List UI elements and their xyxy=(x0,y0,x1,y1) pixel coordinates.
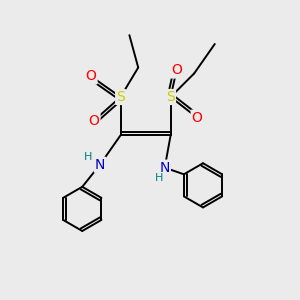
Text: N: N xyxy=(160,161,170,175)
Text: S: S xyxy=(116,90,125,104)
Text: H: H xyxy=(84,152,92,162)
Text: H: H xyxy=(154,173,163,183)
Text: N: N xyxy=(95,158,105,172)
Text: O: O xyxy=(171,64,182,77)
Text: O: O xyxy=(88,114,100,128)
Text: S: S xyxy=(166,90,175,104)
Text: O: O xyxy=(192,111,203,124)
Text: O: O xyxy=(86,69,97,83)
